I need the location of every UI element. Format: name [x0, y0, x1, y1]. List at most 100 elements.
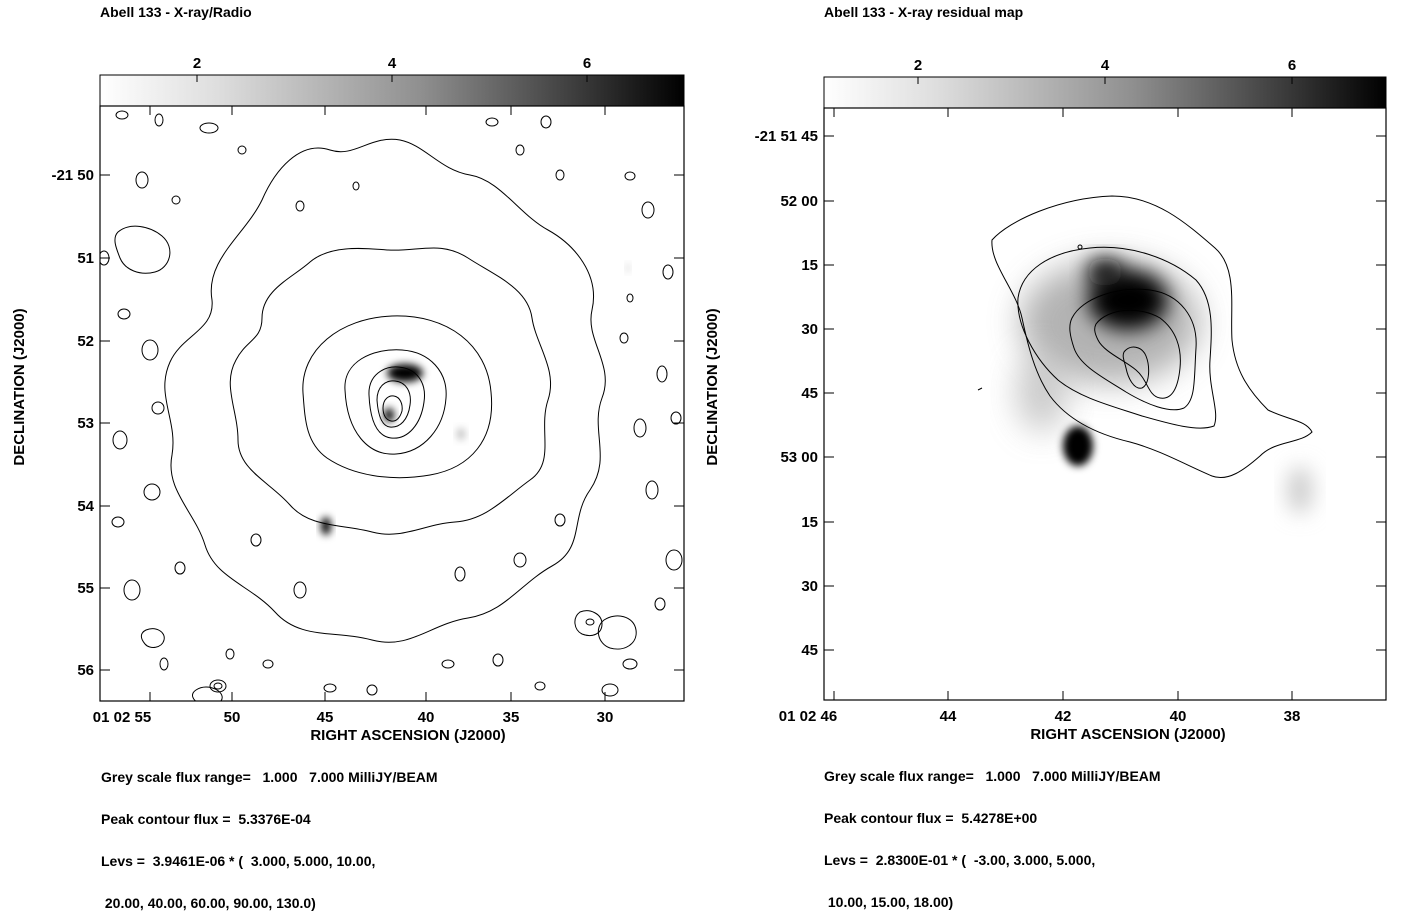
left-contour-blob	[441, 659, 455, 669]
left-contour-blob	[352, 181, 360, 191]
left-y-tick-label: 52	[77, 333, 94, 350]
left-contour-blob	[213, 682, 223, 690]
left-colorbar-label: 4	[388, 55, 397, 72]
left-radio-source	[321, 517, 331, 535]
left-contour-blob	[670, 411, 682, 425]
left-contour-line	[229, 247, 552, 535]
right-contours	[991, 195, 1313, 478]
left-contour-blob	[295, 200, 305, 212]
left-contour-blob	[143, 483, 161, 501]
left-contour-blob	[171, 195, 181, 205]
left-y-tick-label: 55	[77, 580, 94, 597]
right-contour-line	[1017, 246, 1217, 429]
right-y-tick-label: -21 51 45	[755, 128, 818, 145]
right-x-tick-label: 01 02 46	[779, 708, 837, 725]
left-contour-blob	[515, 144, 525, 156]
left-contour-blob	[151, 401, 165, 415]
left-contour-blob	[123, 579, 141, 601]
right-y-tick-label: 53 00	[780, 449, 818, 466]
left-contour-blob	[641, 201, 655, 219]
right-y-tick-label: 30	[801, 321, 818, 338]
left-x-tick-label: 40	[418, 709, 435, 726]
left-contour-blob	[117, 308, 131, 320]
left-x-tick-label: 50	[224, 709, 241, 726]
left-contour-blob	[622, 658, 638, 670]
left-contour-blob	[554, 513, 566, 527]
left-contour-outer	[114, 138, 637, 701]
left-contour-blob	[585, 618, 595, 626]
right-y-tick-label: 52 00	[780, 193, 818, 210]
left-contour-line	[140, 628, 165, 648]
right-contour-line	[991, 195, 1313, 478]
left-contour-line	[302, 315, 493, 479]
left-colorbar-label: 6	[583, 55, 591, 72]
left-y-ticks	[100, 174, 684, 671]
left-grey-scale-range: Grey scale flux range= 1.000 7.000 Milli…	[101, 769, 438, 785]
left-y-axis-title: DECLINATION (J2000)	[11, 308, 28, 465]
left-colorbar: 2 4 6	[99, 55, 685, 107]
left-contour-blob	[111, 516, 125, 528]
right-x-tick-label: 44	[940, 708, 957, 725]
left-contour-blob	[199, 122, 219, 134]
left-levels-cont: 20.00, 40.00, 60.00, 90.00, 130.0)	[101, 895, 316, 911]
left-x-tick-label: 45	[317, 709, 334, 726]
left-contour-core	[302, 315, 493, 479]
left-contour-blob	[601, 683, 619, 697]
right-residual-peak	[1087, 258, 1123, 286]
left-contour-blob	[540, 115, 552, 129]
left-radio-source	[387, 364, 423, 382]
left-contour-blob	[366, 684, 378, 696]
left-x-tick-label: 01 02 55	[93, 709, 151, 726]
left-contour-blob	[619, 332, 629, 344]
left-contour-blob	[485, 117, 499, 127]
left-contour-blob	[513, 552, 527, 568]
left-contour-blob	[141, 339, 159, 361]
left-y-tick-label: 54	[77, 498, 94, 515]
right-levels-cont: 10.00, 15.00, 18.00)	[824, 894, 954, 910]
right-y-tick-label: 30	[801, 578, 818, 595]
left-contour-blob	[262, 659, 274, 669]
left-panel-title: Abell 133 - X-ray/Radio	[100, 4, 252, 20]
left-contour-blob	[112, 430, 128, 450]
left-contour-blob	[225, 648, 235, 660]
left-radio-source	[626, 264, 630, 272]
left-plot-frame	[99, 105, 685, 702]
left-contour-line	[114, 225, 171, 274]
chart-canvas: 2 4 6	[11, 55, 1387, 744]
right-residual-halo	[1016, 352, 1068, 432]
left-contour-line	[382, 395, 403, 422]
right-peak-contour-flux: Peak contour flux = 5.4278E+00	[824, 810, 1038, 826]
left-x-tick-label: 35	[503, 709, 520, 726]
right-footnote: Grey scale flux range= 1.000 7.000 Milli…	[824, 741, 1161, 923]
left-contour-blob	[174, 561, 186, 575]
left-contour-blob	[293, 581, 307, 599]
left-plot: 01 02 55 50 45 40 35 30 -21 50 51 52 53 …	[11, 105, 685, 744]
left-contour-blob	[662, 264, 674, 280]
right-contour-line	[1094, 309, 1181, 399]
left-contour-blob	[250, 533, 262, 547]
left-contour-line	[597, 615, 637, 650]
left-peak-contour-flux: Peak contour flux = 5.3376E-04	[101, 811, 311, 827]
left-contour-blob	[626, 293, 634, 303]
left-contour-blob	[135, 171, 149, 189]
left-contour-line	[574, 610, 603, 637]
left-y-tick-label: 51	[77, 250, 94, 267]
left-contour-blob	[555, 169, 565, 181]
left-contour-blob	[534, 681, 546, 691]
left-contour-blob	[492, 653, 504, 667]
right-contour-line	[1069, 288, 1197, 411]
left-contour-line	[344, 349, 447, 455]
left-contour-blob	[633, 418, 647, 438]
left-y-tick-label: 56	[77, 662, 94, 679]
left-contour-blob	[159, 657, 169, 671]
right-plot: 01 02 46 44 42 40 38 -21 51 45 52 00 15 …	[704, 107, 1387, 743]
left-contour-line	[368, 366, 425, 439]
left-contour-line	[192, 686, 223, 701]
right-colorbar-label: 6	[1288, 57, 1296, 74]
right-levels: Levs = 2.8300E-01 * ( -3.00, 3.000, 5.00…	[824, 852, 1096, 868]
right-x-ticks	[833, 108, 1293, 700]
left-contour-noise	[100, 110, 683, 697]
right-y-tick-label: 45	[801, 642, 818, 659]
right-y-tick-label: 45	[801, 385, 818, 402]
left-contour-blob	[665, 549, 683, 571]
